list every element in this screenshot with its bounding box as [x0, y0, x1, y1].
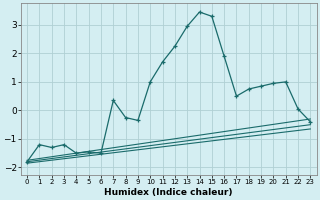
X-axis label: Humidex (Indice chaleur): Humidex (Indice chaleur) [104, 188, 233, 197]
